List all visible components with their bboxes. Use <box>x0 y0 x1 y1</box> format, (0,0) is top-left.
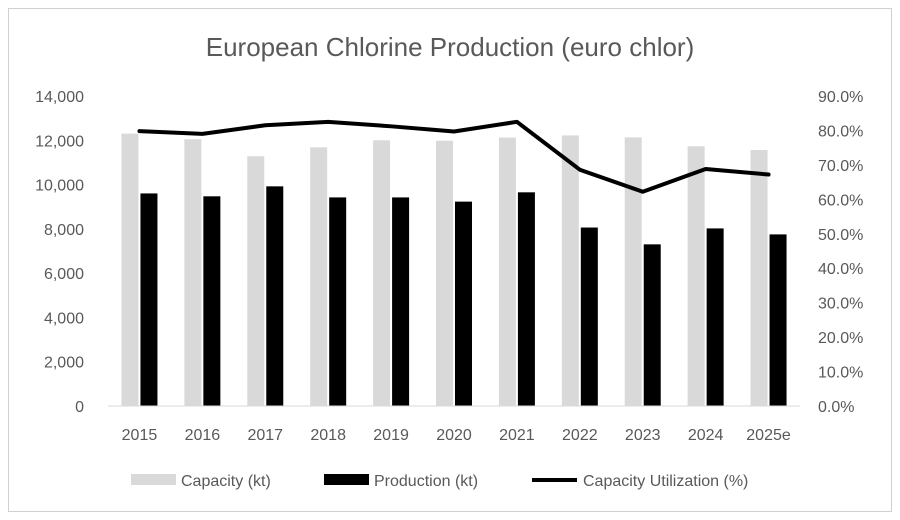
y-right-tick-label: 40.0% <box>818 261 863 278</box>
legend-label-capacity: Capacity (kt) <box>181 473 271 490</box>
production-bar-2018 <box>329 197 347 406</box>
y-right-tick-label: 50.0% <box>818 227 863 244</box>
chart-title: European Chlorine Production (euro chlor… <box>206 32 695 62</box>
x-tick-label-2016: 2016 <box>185 427 221 444</box>
y-right-tick-label: 80.0% <box>818 123 863 140</box>
production-bar-2017 <box>266 186 284 406</box>
y-right-tick-label: 60.0% <box>818 192 863 209</box>
capacity-bar-2019 <box>373 140 391 407</box>
y-right-tick-label: 0.0% <box>818 399 854 416</box>
legend-label-utilization: Capacity Utilization (%) <box>583 473 748 490</box>
legend-swatch-production <box>324 474 369 485</box>
production-bar-2022 <box>580 227 598 406</box>
y-right-tick-label: 20.0% <box>818 330 863 347</box>
production-bar-2023 <box>643 244 661 406</box>
y-right-tick-label: 90.0% <box>818 89 863 106</box>
capacity-bar-2017 <box>247 156 265 406</box>
x-tick-label-2021: 2021 <box>499 427 535 444</box>
capacity-bar-2018 <box>310 147 328 406</box>
y-right-axis: 0.0% 10.0% 20.0% 30.0% 40.0% 50.0% 60.0% 70.0% 8… <box>818 89 863 416</box>
capacity-bar-2015 <box>121 133 139 406</box>
y-left-tick-label: 4,000 <box>44 310 84 327</box>
capacity-bar-2020 <box>436 140 453 406</box>
capacity-bar-2025e <box>750 150 768 406</box>
y-left-tick-label: 8,000 <box>44 222 84 239</box>
capacity-bar-2021 <box>498 137 516 406</box>
legend: Capacity (kt) Production (kt) Capacity U… <box>131 473 748 490</box>
production-bar-2021 <box>517 192 535 406</box>
legend-label-production: Production (kt) <box>374 473 478 490</box>
y-left-tick-label: 12,000 <box>35 133 84 150</box>
production-bar-2015 <box>140 193 158 406</box>
y-left-tick-label: 2,000 <box>44 355 84 372</box>
production-bar-2020 <box>455 201 472 406</box>
x-tick-label-2017: 2017 <box>247 427 283 444</box>
production-bars <box>140 186 787 406</box>
y-right-tick-label: 30.0% <box>818 296 863 313</box>
x-tick-label-2020: 2020 <box>436 427 472 444</box>
x-tick-label-2018: 2018 <box>310 427 346 444</box>
y-right-tick-label: 10.0% <box>818 365 863 382</box>
x-tick-label-2022: 2022 <box>562 427 598 444</box>
capacity-bar-2016 <box>184 139 202 406</box>
y-right-tick-label: 70.0% <box>818 158 863 175</box>
y-left-tick-label: 10,000 <box>35 178 84 195</box>
x-tick-label-2024: 2024 <box>688 427 724 444</box>
legend-swatch-capacity <box>131 474 176 485</box>
x-tick-label-2025e: 2025e <box>746 427 791 444</box>
capacity-bar-2022 <box>561 135 579 406</box>
capacity-bar-2023 <box>624 137 642 406</box>
production-bar-2024 <box>706 228 724 406</box>
production-bar-2019 <box>392 197 410 406</box>
capacity-bars <box>121 133 768 407</box>
utilization-line-group <box>137 119 771 194</box>
x-tick-label-2023: 2023 <box>625 427 661 444</box>
production-bar-2025e <box>769 234 787 406</box>
capacity-bar-2024 <box>687 146 705 406</box>
x-tick-label-2019: 2019 <box>373 427 409 444</box>
utilization-line <box>137 119 771 194</box>
x-tick-label-2015: 2015 <box>122 427 158 444</box>
x-axis: 2015 2016 2017 2018 2019 2020 2021 2022 2023 2024… <box>122 427 791 444</box>
y-left-tick-label: 0 <box>75 399 84 416</box>
y-left-tick-label: 6,000 <box>44 266 84 283</box>
y-left-tick-label: 14,000 <box>35 89 84 106</box>
production-bar-2016 <box>203 196 221 406</box>
y-left-axis: 0 2,000 4,000 6,000 8,000 10,000 12,000 14,000 <box>35 89 84 416</box>
